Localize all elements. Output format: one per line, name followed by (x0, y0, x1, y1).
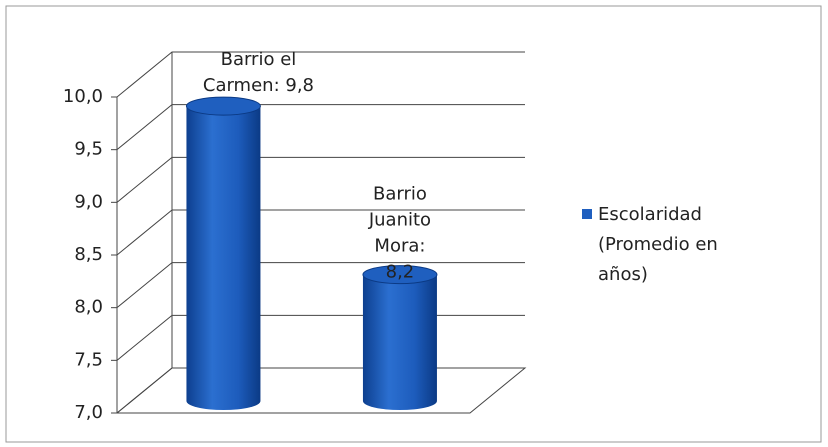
data-label: Barrio Juanito Mora: 8,2 (368, 184, 431, 283)
cylinder (186, 106, 261, 411)
legend-label: Escolaridad (Promedio en años) (598, 204, 718, 285)
legend-swatch (582, 209, 592, 219)
y-tick-label: 10,0 (63, 86, 103, 107)
data-label: Barrio el Carmen: 9,8 (203, 49, 314, 96)
cylinder-top (362, 265, 438, 285)
y-tick-label: 8,0 (74, 297, 103, 318)
y-tick-label: 9,5 (74, 139, 103, 160)
y-tick-label: 7,5 (74, 349, 103, 370)
cylinder-top (185, 96, 261, 116)
cylinder (362, 274, 437, 410)
y-tick-label: 9,0 (74, 191, 103, 212)
y-tick-label: 7,0 (74, 402, 103, 423)
y-tick-label: 8,5 (74, 244, 103, 265)
